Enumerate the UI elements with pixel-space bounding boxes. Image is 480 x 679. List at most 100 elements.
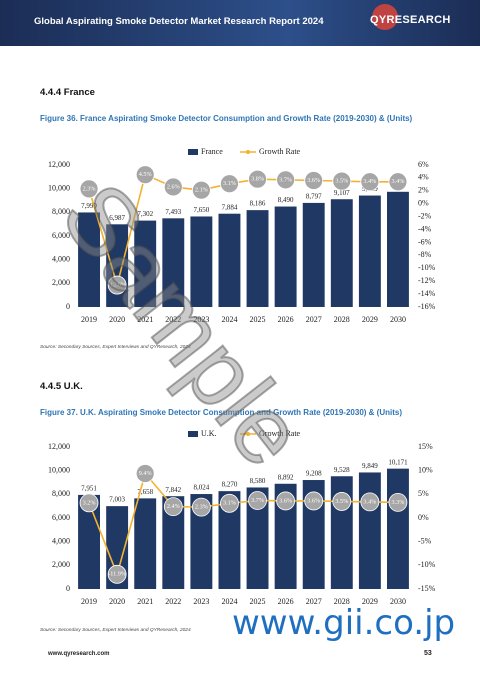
- y2-tick-label: -5%: [418, 536, 432, 545]
- bar: [218, 213, 241, 307]
- y2-tick-label: -15%: [418, 584, 436, 593]
- growth-label: 3.5%: [335, 498, 348, 505]
- growth-label: 3.1%: [223, 180, 236, 187]
- header-band: [0, 0, 480, 46]
- growth-label: 3.5%: [335, 178, 348, 185]
- y-tick-label: 6,000: [52, 231, 70, 240]
- source: Source: Secondary Sources, Expert Interv…: [40, 628, 191, 633]
- x-tick-label: 2023: [193, 597, 209, 606]
- chart: 0 2,000 4,000 6,000 8,000 10,000 12,000 -15% -10…: [48, 429, 436, 606]
- growth-label: 3.7%: [251, 497, 264, 504]
- y2-tick-label: 10%: [418, 465, 433, 474]
- bar: [274, 483, 297, 589]
- x-tick-label: 2027: [306, 315, 322, 324]
- growth-marker: [332, 492, 352, 511]
- bar-value-label: 8,797: [306, 193, 322, 201]
- bar: [190, 494, 213, 589]
- section-title: 4.4.5 U.K.: [40, 381, 83, 392]
- growth-marker: [388, 492, 408, 512]
- bar-value-label: 7,493: [165, 208, 181, 216]
- bar: [274, 206, 297, 307]
- x-tick-label: 2026: [278, 315, 294, 324]
- growth-label: 2.6%: [167, 183, 180, 190]
- chart: 0 2,000 4,000 6,000 8,000 10,000 12,000 -16% -14…: [48, 147, 436, 324]
- y-tick-label: 12,000: [48, 160, 70, 169]
- growth-marker: [388, 172, 408, 192]
- bar-value-label: 9,107: [334, 189, 350, 197]
- growth-label: 3.4%: [392, 178, 405, 185]
- growth-marker: [79, 179, 99, 199]
- bar: [387, 468, 409, 589]
- bar: [387, 191, 409, 307]
- y2-tick-label: -6%: [418, 237, 432, 246]
- growth-label: 3.2%: [83, 499, 96, 506]
- x-tick-label: 2021: [137, 315, 153, 324]
- bar-value-label: 9,849: [362, 462, 378, 470]
- bar-value-label: 8,024: [194, 484, 210, 492]
- x-tick-label: 2030: [390, 315, 406, 324]
- growth-label: 3.3%: [392, 499, 405, 506]
- footer-url: www.qyresearch.com: [48, 651, 110, 657]
- growth-marker: [276, 491, 296, 511]
- y2-tick-label: -2%: [418, 211, 432, 220]
- y2-tick-label: -14%: [418, 289, 436, 298]
- bar: [134, 220, 157, 307]
- growth-marker: [220, 493, 239, 513]
- bar: [218, 491, 241, 589]
- growth-marker: [248, 169, 267, 189]
- x-tick-label: 2022: [165, 315, 181, 324]
- growth-label: 3.6%: [279, 497, 292, 504]
- legend-marker: [246, 432, 250, 436]
- legend-swatch: [188, 149, 198, 155]
- y-tick-label: 0: [66, 302, 70, 311]
- legend-marker: [246, 150, 250, 154]
- growth-label: 3.6%: [307, 177, 320, 184]
- growth-label: -11.9%: [108, 571, 126, 578]
- bar: [78, 212, 100, 307]
- source: Source: Secondary Sources, Expert Interv…: [40, 345, 191, 350]
- figure-caption: Figure 36. France Aspirating Smoke Detec…: [40, 114, 413, 123]
- y-tick-label: 4,000: [52, 536, 70, 545]
- x-tick-label: 2025: [250, 315, 266, 324]
- section-title: 4.4.4 France: [40, 87, 95, 98]
- bar-value-label: 8,892: [278, 473, 294, 481]
- y-tick-label: 10,000: [48, 465, 70, 474]
- growth-marker: [135, 165, 155, 185]
- bar: [162, 218, 185, 307]
- x-tick-label: 2026: [278, 597, 294, 606]
- legend-label: Growth Rate: [259, 429, 301, 438]
- x-tick-label: 2020: [109, 597, 125, 606]
- growth-marker: [135, 464, 155, 483]
- bar: [330, 199, 353, 307]
- bar: [246, 487, 269, 589]
- x-tick-label: 2024: [221, 315, 237, 324]
- growth-marker: [107, 564, 127, 584]
- y-tick-label: 8,000: [52, 489, 70, 498]
- growth-marker: [248, 491, 267, 510]
- logo: QYRESEARCH: [370, 14, 451, 26]
- y-tick-label: 12,000: [48, 442, 70, 451]
- y2-tick-label: -10%: [418, 263, 436, 272]
- x-tick-label: 2028: [334, 315, 350, 324]
- y-tick-label: 10,000: [48, 183, 70, 192]
- growth-marker: [332, 171, 352, 191]
- header-title: Global Aspirating Smoke Detector Market …: [34, 16, 324, 27]
- bar-value-label: 7,003: [109, 496, 125, 504]
- bar-value-label: 8,490: [278, 196, 294, 204]
- y-tick-label: 2,000: [52, 278, 70, 287]
- growth-marker: [276, 170, 296, 190]
- bar-value-label: 9,528: [334, 466, 350, 474]
- x-tick-label: 2019: [81, 597, 97, 606]
- bar: [190, 216, 213, 307]
- growth-marker: [360, 172, 380, 192]
- y2-tick-label: -16%: [418, 302, 436, 311]
- bar-value-label: 7,658: [137, 488, 153, 496]
- y2-tick-label: -10%: [418, 560, 436, 569]
- bar-value-label: 7,990: [81, 202, 97, 210]
- growth-marker: [191, 180, 211, 200]
- x-tick-label: 2024: [221, 597, 237, 606]
- growth-marker: [220, 174, 239, 194]
- growth-marker: [107, 275, 127, 295]
- growth-label: 3.8%: [251, 176, 264, 183]
- bar: [302, 202, 325, 307]
